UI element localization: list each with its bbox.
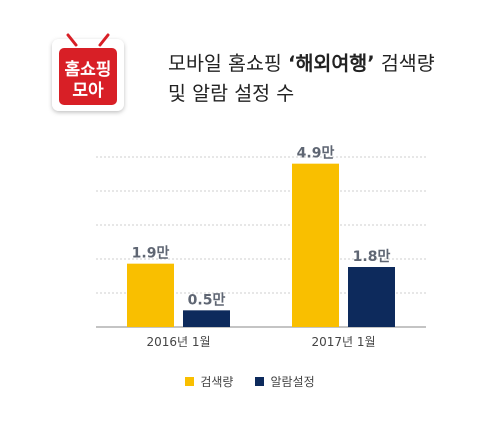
data-label: 0.5만 bbox=[188, 292, 226, 308]
x-tick-label: 2016년 1월 bbox=[146, 335, 210, 349]
legend-item-search: 검색량 bbox=[185, 373, 233, 390]
bar-0-1 bbox=[292, 163, 339, 327]
tv-logo-icon: 홈쇼핑 모아 bbox=[52, 33, 124, 111]
title-highlight: ‘해외여행’ bbox=[288, 52, 375, 75]
title-prefix: 모바일 홈쇼핑 bbox=[168, 52, 289, 75]
legend-swatch-search bbox=[185, 377, 195, 386]
title-suffix: 검색량 bbox=[374, 52, 435, 75]
title-line1: 모바일 홈쇼핑 ‘해외여행’ 검색량 bbox=[168, 49, 435, 79]
bar-0-0 bbox=[127, 263, 174, 327]
legend-item-alarm: 알람설정 bbox=[255, 373, 315, 390]
legend-swatch-alarm bbox=[255, 377, 265, 386]
bar-1-1 bbox=[348, 267, 395, 327]
bar-1-0 bbox=[183, 310, 230, 327]
logo-line1: 홈쇼핑 bbox=[65, 59, 112, 80]
legend-label-alarm: 알람설정 bbox=[270, 375, 315, 389]
title-line2: 및 알람 설정 수 bbox=[168, 82, 295, 105]
app-logo: 홈쇼핑 모아 bbox=[48, 31, 128, 117]
chart-legend: 검색량 알람설정 bbox=[0, 373, 500, 390]
chart-title: 모바일 홈쇼핑 ‘해외여행’ 검색량 및 알람 설정 수 bbox=[168, 49, 435, 109]
data-label: 1.9만 bbox=[132, 246, 170, 262]
data-label: 1.8만 bbox=[353, 249, 391, 265]
x-tick-label: 2017년 1월 bbox=[311, 335, 375, 349]
legend-label-search: 검색량 bbox=[200, 375, 234, 389]
logo-line2: 모아 bbox=[72, 81, 104, 101]
data-label: 4.9만 bbox=[297, 146, 335, 162]
